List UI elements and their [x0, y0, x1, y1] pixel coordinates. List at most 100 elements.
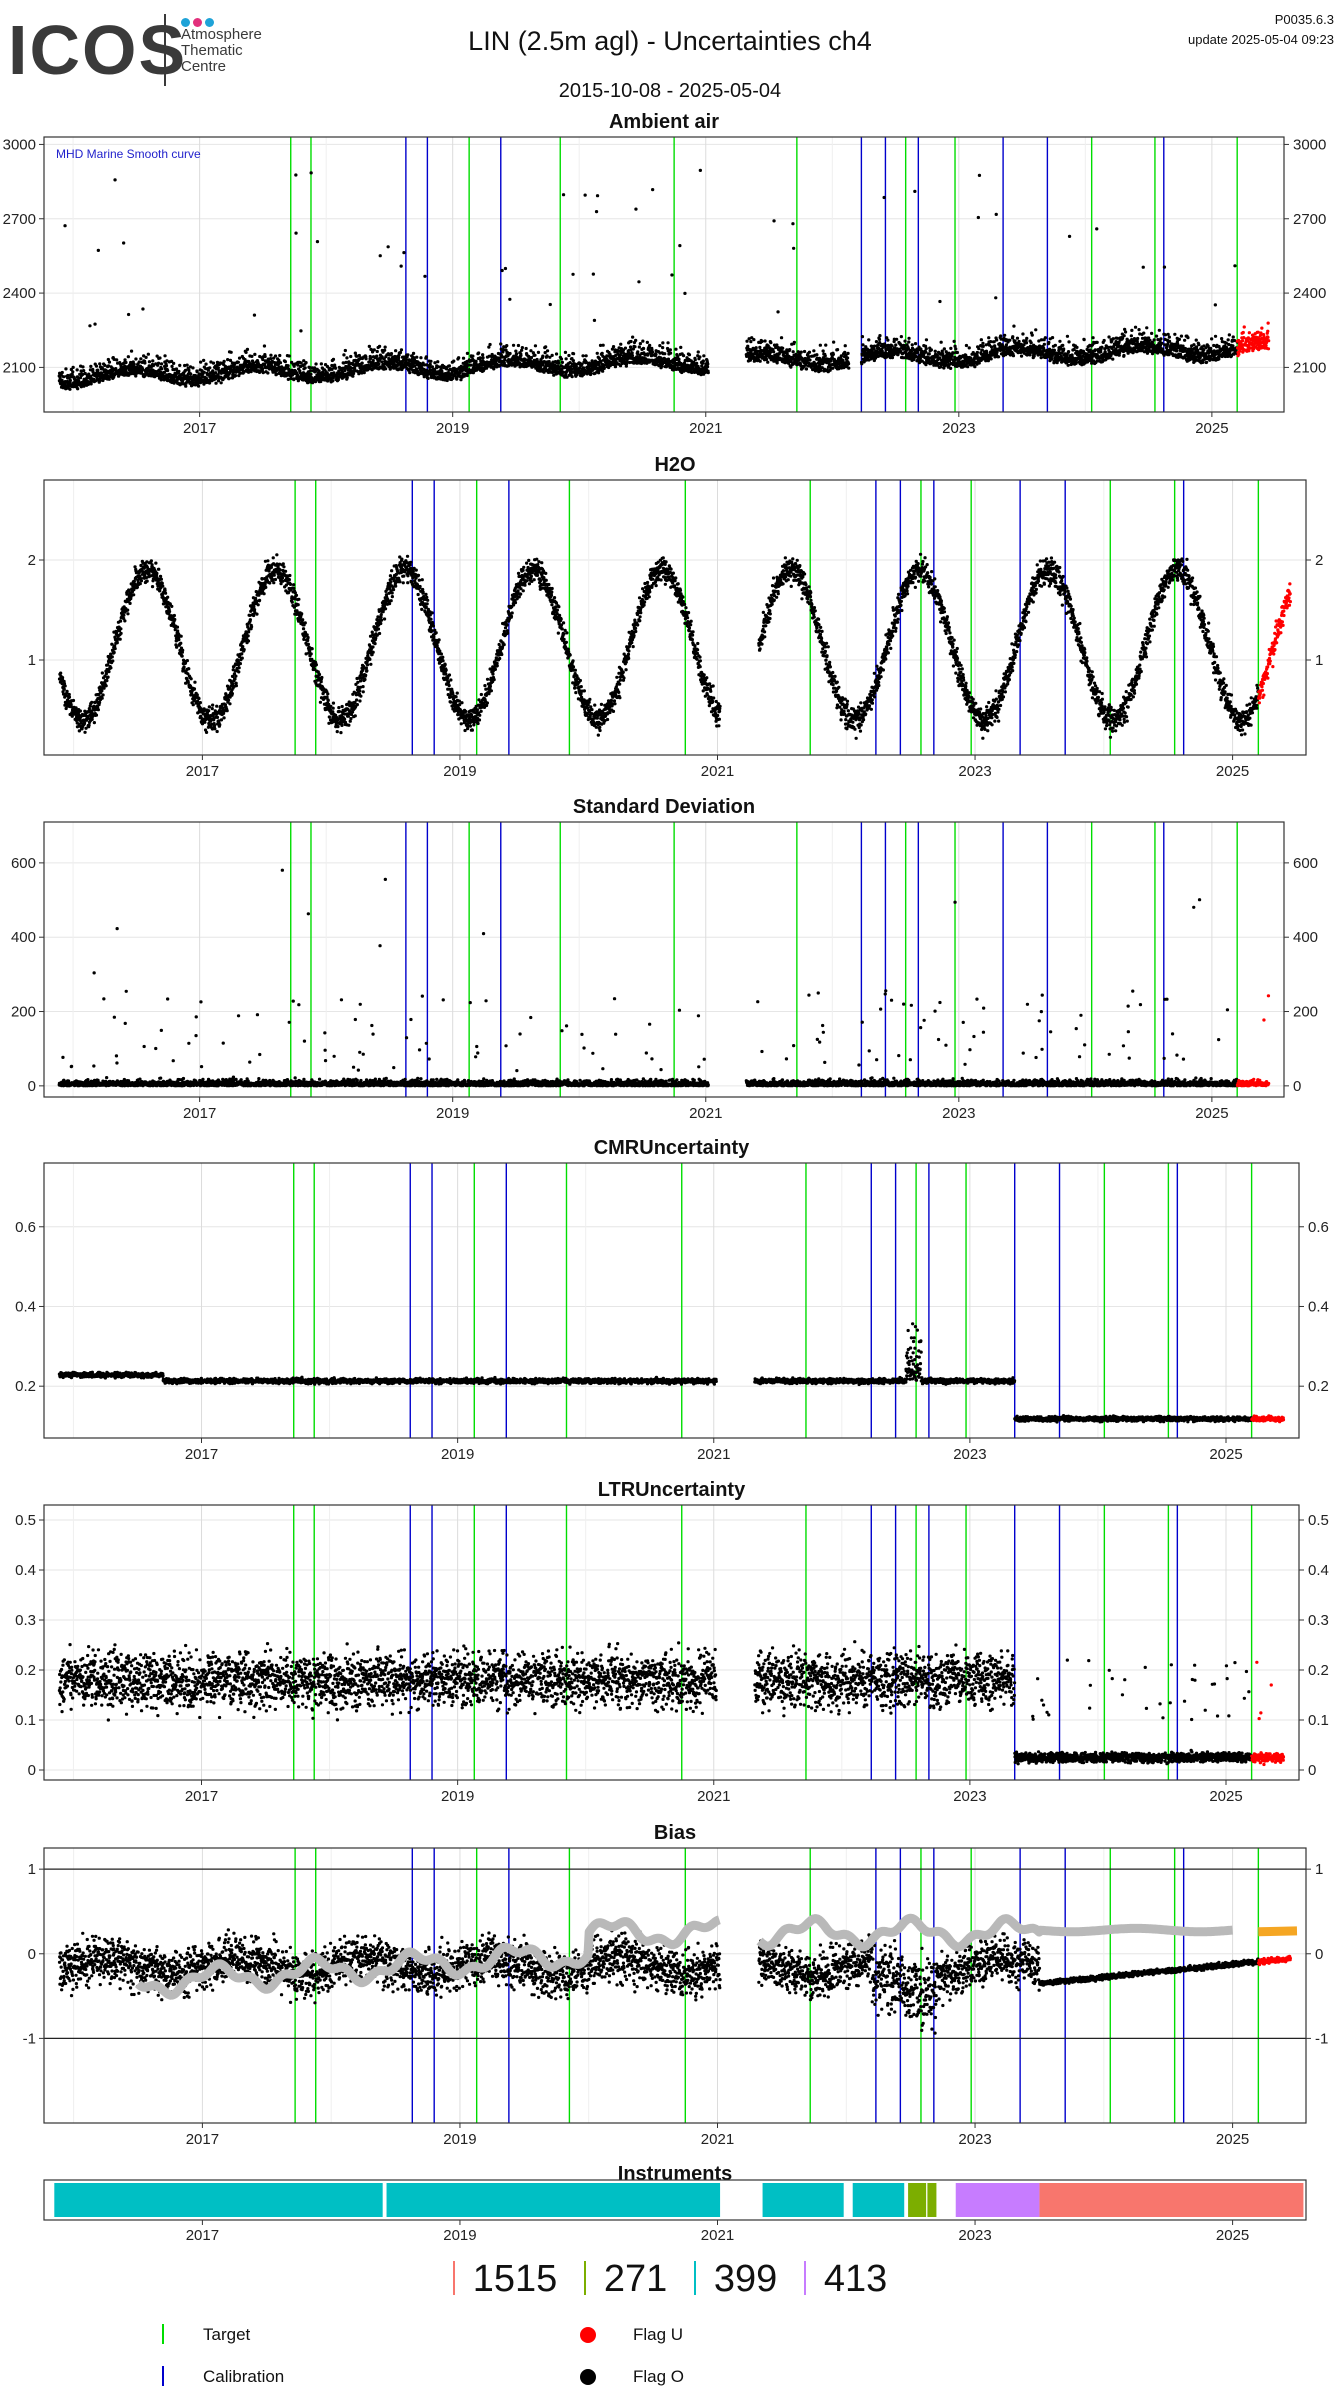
panel-ambient-air: Ambient air 2100 2100 2400 2400 2700 2700 3000 3…: [3, 111, 1327, 437]
y-tick-label: 3000: [1293, 136, 1326, 153]
x-tick-label: 2023: [942, 420, 975, 437]
legend-calibration-swatch: [162, 2366, 164, 2386]
y-tick-label: -1: [23, 2030, 36, 2047]
instrument-segment: [852, 2183, 905, 2217]
y-tick-label: 0.2: [15, 1662, 36, 1679]
instrument-count-4: 413: [803, 2258, 888, 2301]
logo-dot-1: [181, 18, 190, 27]
x-tick-label: 2019: [441, 1446, 474, 1463]
y-tick-label: 0.6: [15, 1219, 36, 1236]
y-tick-label: 0.1: [1308, 1712, 1329, 1729]
instrument-count-swatch: [452, 2261, 455, 2295]
page-title: LIN (2.5m agl) - Uncertainties ch4: [468, 26, 872, 56]
x-tick-label: 2021: [689, 1105, 722, 1122]
x-tick-label: 2021: [701, 2131, 734, 2148]
instrument-segment: [762, 2183, 844, 2217]
plot-frame: [43, 136, 1285, 413]
chart-annotation: MHD Marine Smooth curve: [56, 147, 201, 161]
instrument-count-label: 399: [713, 2258, 778, 2300]
panel-title: CMRUncertainty: [594, 1137, 750, 1159]
instrument-counts: 1515 271 399 413: [0, 2258, 1340, 2301]
plot-background: [44, 1505, 1299, 1780]
y-tick-label: 0.4: [15, 1298, 36, 1315]
x-tick-label: 2025: [1216, 2227, 1249, 2244]
x-tick-label: 2025: [1216, 763, 1249, 780]
panel-cmruncertainty: CMRUncertainty 0.2 0.2 0.4 0.4 0.6 0.6 2017 2019…: [15, 1137, 1329, 1463]
plot-frame: [43, 1162, 1300, 1439]
x-tick-label: 2017: [183, 420, 216, 437]
instrument-count-1: 1515: [452, 2258, 558, 2301]
instrument-count-swatch: [693, 2261, 696, 2295]
x-tick-label: 2023: [958, 2131, 991, 2148]
y-tick-label: 2400: [1293, 285, 1326, 302]
date-range: 2015-10-08 - 2025-05-04: [558, 80, 782, 102]
flag-o-points: [57, 168, 1239, 391]
y-tick-label: 0.4: [1308, 1298, 1329, 1315]
plot-background: [44, 480, 1306, 755]
panel-standard-deviation: Standard Deviation 0 0 200 200 400 400 600 600 20…: [11, 796, 1318, 1122]
x-tick-label: 2019: [443, 2227, 476, 2244]
x-tick-label: 2017: [185, 1446, 218, 1463]
x-tick-label: 2021: [701, 2227, 734, 2244]
instrument-count-label: 271: [603, 2258, 668, 2300]
logo-divider: [164, 14, 166, 86]
y-tick-label: 1: [1315, 652, 1323, 669]
y-tick-label: 1: [28, 1861, 36, 1878]
y-tick-label: 2700: [1293, 211, 1326, 228]
x-tick-label: 2025: [1216, 2131, 1249, 2148]
x-tick-label: 2021: [697, 1446, 730, 1463]
panel-bias: Bias -1 -1 0 0 1 1 2017 2019 2021 2023 2025: [23, 1822, 1329, 2148]
y-tick-label: 0.4: [15, 1562, 36, 1579]
smooth-curve: [134, 1913, 1236, 2000]
x-tick-label: 2017: [185, 1788, 218, 1805]
panel-title: Bias: [654, 1822, 696, 1844]
instrument-segment: [955, 2183, 1040, 2217]
instrument-segment: [54, 2183, 383, 2217]
x-tick-label: 2019: [436, 420, 469, 437]
logo-dots: [181, 14, 217, 27]
panel-title: Ambient air: [609, 111, 719, 133]
flag-u-points: [1257, 1954, 1292, 1967]
x-tick-label: 2025: [1195, 1105, 1228, 1122]
x-tick-label: 2017: [183, 1105, 216, 1122]
x-tick-label: 2023: [958, 763, 991, 780]
legend-flag-u-label: Flag U: [633, 2325, 684, 2344]
y-tick-label: 0: [28, 1078, 36, 1095]
y-tick-label: 0.2: [1308, 1378, 1329, 1395]
logo-subtitle-line-1: Atmosphere: [181, 26, 262, 43]
instrument-segment: [1039, 2183, 1304, 2217]
y-tick-label: 600: [11, 855, 36, 872]
y-tick-label: -1: [1315, 2030, 1328, 2047]
flag-u-points: [1235, 994, 1271, 1088]
y-tick-label: 2: [28, 552, 36, 569]
instrument-count-label: 413: [823, 2258, 888, 2300]
logo-subtitle-line-3: Centre: [181, 58, 227, 75]
version-code: P0035.6.3: [1274, 12, 1334, 27]
y-tick-label: 0: [1308, 1762, 1316, 1779]
y-tick-label: 2400: [3, 285, 36, 302]
instrument-count-swatch: [803, 2261, 806, 2295]
x-tick-label: 2025: [1209, 1446, 1242, 1463]
flag-u-points: [1250, 1660, 1286, 1767]
instrument-count-3: 399: [693, 2258, 778, 2301]
y-tick-label: 600: [1293, 855, 1318, 872]
x-tick-label: 2017: [186, 2227, 219, 2244]
y-tick-label: 0.2: [1308, 1662, 1329, 1679]
instrument-count-label: 1515: [472, 2258, 558, 2300]
x-tick-label: 2021: [701, 763, 734, 780]
flag-o-points: [57, 1640, 1254, 1766]
instrument-count-swatch: [583, 2261, 586, 2295]
instrument-segment: [386, 2183, 721, 2217]
y-tick-label: 0: [1315, 1946, 1323, 1963]
flag-o-points: [57, 868, 1239, 1088]
y-tick-label: 0.1: [15, 1712, 36, 1729]
instrument-count-2: 271: [583, 2258, 668, 2301]
y-tick-label: 200: [1293, 1004, 1318, 1021]
panel-ltruncertainty: LTRUncertainty 0 0 0.1 0.1 0.2 0.2 0.3 0.3 0.4 0.4…: [15, 1479, 1329, 1805]
flag-u-points: [1235, 321, 1271, 358]
y-tick-label: 0: [28, 1946, 36, 1963]
logo-dot-3: [205, 18, 214, 27]
